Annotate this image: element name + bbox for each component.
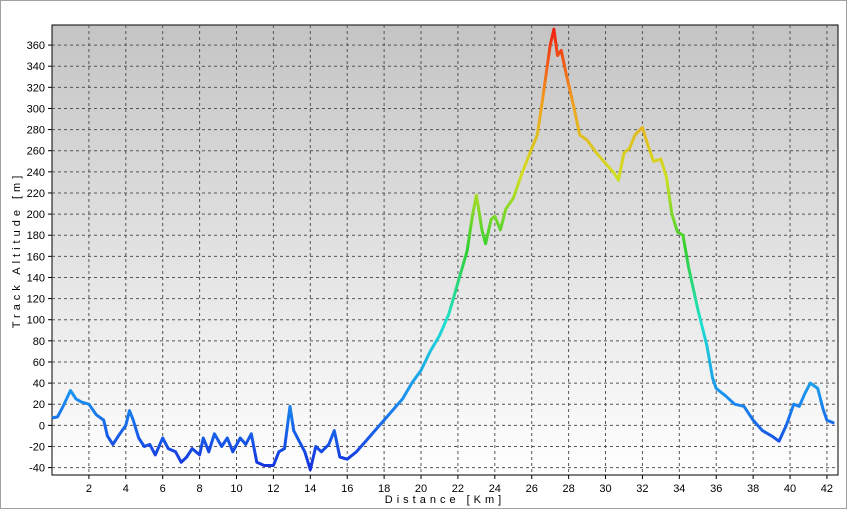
x-tick-label: 16 [341,483,353,495]
y-tick-label: 80 [33,336,45,348]
y-tick-label: 60 [33,357,45,369]
y-tick-label: 100 [27,315,45,327]
y-tick-label: 220 [27,188,45,200]
y-tick-label: 320 [27,82,45,94]
x-axis-label: Distance [Km] [385,494,505,506]
x-tick-label: 34 [673,483,685,495]
altitude-line [51,27,835,472]
x-tick-label: 28 [562,483,574,495]
x-tick-label: 6 [160,483,166,495]
x-tick-label: 32 [636,483,648,495]
x-tick-label: 20 [415,483,427,495]
x-tick-label: 36 [710,483,722,495]
y-tick-label: 340 [27,61,45,73]
x-tick-label: 40 [784,483,796,495]
x-tick-label: 8 [197,483,203,495]
y-tick-label: 160 [27,251,45,263]
y-tick-label: 20 [33,399,45,411]
y-tick-label: 140 [27,272,45,284]
x-tick-label: 30 [599,483,611,495]
x-tick-label: 18 [378,483,390,495]
x-tick-label: 2 [86,483,92,495]
x-tick-label: 14 [304,483,316,495]
x-tick-label: 42 [821,483,833,495]
y-tick-label: 40 [33,378,45,390]
y-tick-label: 280 [27,125,45,137]
x-tick-label: 24 [489,483,501,495]
y-tick-label: 200 [27,209,45,221]
y-tick-label: -20 [29,441,45,453]
x-tick-label: 4 [123,483,129,495]
x-tick-label: 10 [230,483,242,495]
y-tick-label: 0 [39,420,45,432]
y-tick-label: 260 [27,146,45,158]
y-axis-label: Track Altitude [m] [11,172,23,329]
y-tick-label: -40 [29,463,45,475]
plot-area [51,24,839,476]
y-tick-label: 240 [27,167,45,179]
y-tick-label: 180 [27,230,45,242]
y-tick-label: 360 [27,40,45,52]
y-tick-label: 120 [27,294,45,306]
x-tick-label: 26 [526,483,538,495]
x-tick-label: 12 [267,483,279,495]
y-tick-label: 300 [27,103,45,115]
x-tick-label: 22 [452,483,464,495]
x-tick-label: 38 [747,483,759,495]
